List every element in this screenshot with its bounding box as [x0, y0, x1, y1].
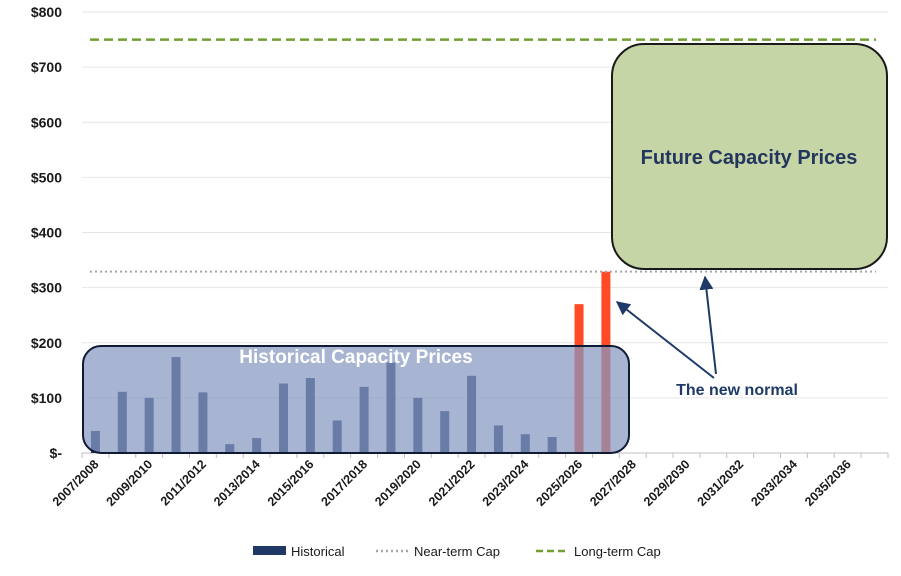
legend: Historical Near-term Cap Long-term Cap — [253, 544, 661, 559]
x-tick-label: 2013/2014 — [211, 457, 263, 509]
legend-long-term-label: Long-term Cap — [574, 544, 661, 559]
historical-box — [82, 345, 630, 454]
future-box — [611, 43, 888, 270]
y-tick-label: $100 — [31, 390, 62, 406]
y-tick-label: $700 — [31, 59, 62, 75]
x-axis: 2007/2008 2009/2010 2011/2012 2013/2014 2015… — [50, 457, 854, 509]
legend-near-term-label: Near-term Cap — [414, 544, 500, 559]
legend-historical-swatch — [253, 546, 286, 555]
y-tick-label: $300 — [31, 280, 62, 296]
y-axis: $- $100 $200 $300 $400 $500 $600 $700 $800 — [31, 4, 62, 461]
x-tick-label: 2009/2010 — [104, 457, 156, 509]
x-tick-label: 2011/2012 — [158, 457, 209, 508]
x-tick-label: 2033/2034 — [748, 457, 800, 509]
y-tick-label: $500 — [31, 169, 62, 185]
x-tick-label: 2029/2030 — [641, 457, 693, 509]
x-tick-label: 2021/2022 — [426, 457, 478, 509]
y-tick-label: $200 — [31, 335, 62, 351]
arrow-to-near-term-bar — [615, 301, 715, 379]
x-tick-label: 2023/2024 — [480, 457, 532, 509]
future-box-label: Future Capacity Prices — [641, 147, 858, 169]
arrow-to-future-box — [699, 275, 717, 375]
x-tick-label: 2027/2028 — [587, 457, 639, 509]
reference-lines — [90, 38, 876, 273]
y-tick-label: $- — [50, 445, 63, 461]
x-tick-label: 2017/2018 — [319, 457, 371, 509]
historical-box-label: Historical Capacity Prices — [239, 347, 472, 368]
x-tick-label: 2019/2020 — [372, 457, 424, 509]
x-tick-label: 2015/2016 — [265, 457, 317, 509]
new-normal-label: The new normal — [676, 382, 798, 399]
y-tick-label: $800 — [31, 4, 62, 20]
y-tick-label: $600 — [31, 114, 62, 130]
x-tick-label: 2007/2008 — [50, 457, 102, 509]
x-tick-label: 2035/2036 — [802, 457, 854, 509]
legend-historical-label: Historical — [291, 544, 345, 559]
x-tick-label: 2031/2032 — [695, 457, 747, 509]
x-tick-label: 2025/2026 — [533, 457, 585, 509]
y-tick-label: $400 — [31, 225, 62, 241]
